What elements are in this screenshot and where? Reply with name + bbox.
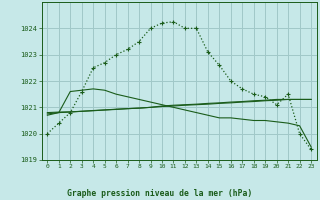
Text: Graphe pression niveau de la mer (hPa): Graphe pression niveau de la mer (hPa) xyxy=(68,189,252,198)
